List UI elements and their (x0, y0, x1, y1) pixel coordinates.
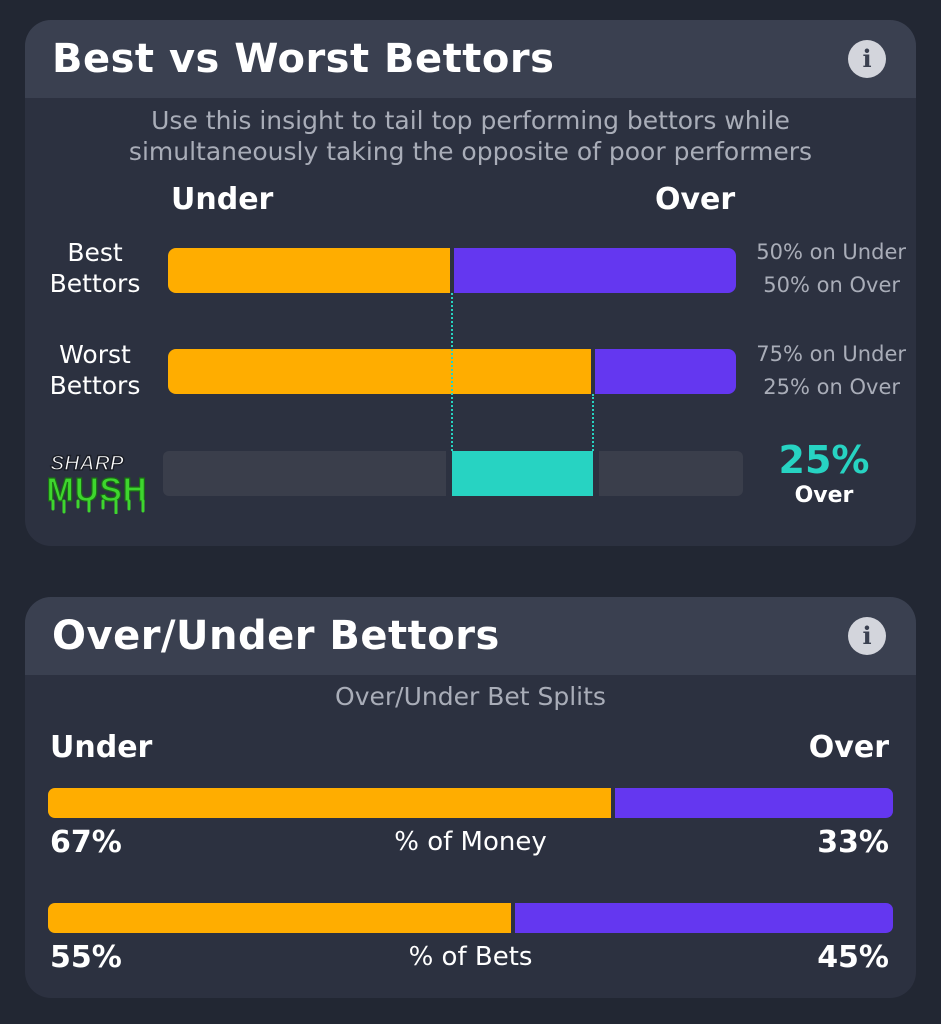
best-vs-worst-header: Best vs Worst Bettors i (25, 20, 916, 98)
bets-over-percent: 45% (817, 940, 889, 975)
difference-bar (163, 451, 743, 496)
bets-split-bar (48, 903, 893, 933)
over-under-title: Over/Under Bettors (52, 613, 500, 659)
bets-under-segment (48, 903, 511, 933)
money-metric-label: % of Money (394, 827, 547, 857)
worst-bettors-stat-line2: 25% on Over (763, 375, 900, 399)
best-vs-worst-subtitle-line1: Use this insight to tail top performing … (151, 106, 790, 135)
over-under-under-label: Under (50, 730, 153, 765)
over-under-subtitle: Over/Under Bet Splits (335, 682, 606, 711)
worst-bettors-bar (168, 349, 736, 394)
best-bettors-under-segment (168, 248, 450, 293)
best-bettors-stat-line1: 50% on Under (756, 240, 906, 264)
under-column-label: Under (171, 182, 274, 217)
best-vs-worst-title: Best vs Worst Bettors (52, 36, 555, 82)
money-under-segment (48, 788, 611, 818)
best-bettors-over-segment (454, 248, 736, 293)
money-split-bar (48, 788, 893, 818)
difference-value: 25% (778, 438, 870, 482)
info-icon[interactable]: i (848, 617, 886, 655)
best-bettors-label-line2: Bettors (49, 269, 141, 298)
best-vs-worst-subtitle-line2: simultaneously taking the opposite of po… (128, 137, 813, 166)
over-under-over-label: Over (808, 730, 889, 765)
worst-split-guide-line (592, 394, 594, 451)
best-bettors-stat-line2: 50% on Over (763, 273, 900, 297)
worst-bettors-stat-line1: 75% on Under (756, 342, 906, 366)
bets-metric-label: % of Bets (408, 942, 533, 972)
difference-right-track (599, 451, 743, 496)
bets-under-percent: 55% (50, 940, 122, 975)
worst-bettors-label-line2: Bettors (49, 371, 141, 400)
over-under-card: Over/Under Bettors i Over/Under Bet Spli… (25, 597, 916, 998)
worst-bettors-over-segment (595, 349, 736, 394)
sharp-mush-logo: SHARP MUSH (46, 451, 147, 514)
sharp-mush-logo-top: SHARP (50, 452, 125, 475)
sharp-mush-logo-bottom: MUSH (46, 471, 147, 508)
difference-highlight (452, 451, 593, 496)
difference-side: Over (794, 483, 854, 508)
best-bettors-label-line1: Best (67, 238, 123, 267)
info-icon[interactable]: i (848, 40, 886, 78)
best-bettors-bar (168, 248, 736, 293)
bets-over-segment (515, 903, 893, 933)
money-over-segment (615, 788, 893, 818)
worst-bettors-under-segment (168, 349, 591, 394)
best-split-guide-line (451, 293, 453, 451)
difference-left-track (163, 451, 446, 496)
worst-bettors-label-line1: Worst (59, 340, 131, 369)
best-vs-worst-card: Best vs Worst Bettors i Use this insight… (25, 20, 916, 546)
over-column-label: Over (655, 182, 736, 217)
money-over-percent: 33% (817, 825, 889, 860)
money-under-percent: 67% (50, 825, 122, 860)
over-under-header: Over/Under Bettors i (25, 597, 916, 675)
